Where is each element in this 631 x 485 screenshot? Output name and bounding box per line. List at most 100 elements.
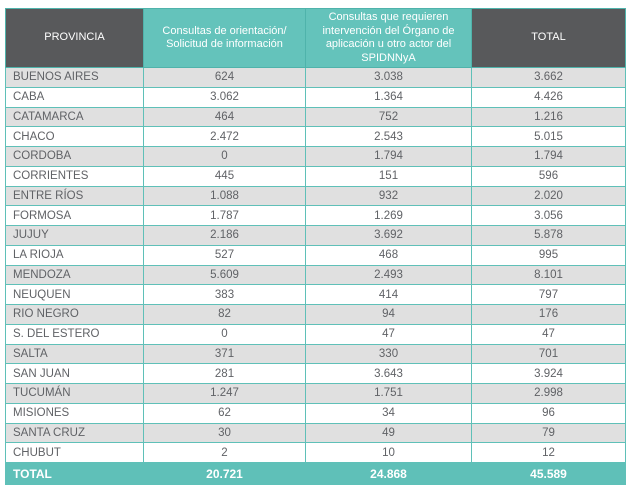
table-row: SANTA CRUZ 30 49 79 (5, 422, 626, 444)
table-body: BUENOS AIRES 624 3.038 3.662 CABA 3.062 1.364 4… (5, 67, 626, 463)
value-cell: 2.998 (471, 383, 626, 404)
table-row: CABA 3.062 1.364 4.426 (5, 86, 626, 108)
value-cell: 2.493 (305, 264, 472, 286)
province-cell: BUENOS AIRES (5, 67, 144, 88)
value-cell: 752 (305, 106, 472, 128)
table-row: SALTA 371 330 701 (5, 343, 626, 365)
value-cell: 1.216 (471, 106, 626, 128)
column-header-total: TOTAL (471, 8, 626, 68)
province-cell: CORRIENTES (5, 165, 144, 187)
value-cell: 2.186 (143, 225, 306, 246)
value-cell: 624 (143, 67, 306, 88)
value-cell: 176 (471, 304, 626, 325)
value-cell: 3.056 (471, 205, 626, 226)
value-cell: 3.038 (305, 67, 472, 88)
total-consultas-intervencion: 24.868 (305, 462, 472, 485)
value-cell: 47 (305, 323, 472, 345)
value-cell: 8.101 (471, 264, 626, 286)
value-cell: 10 (305, 442, 472, 463)
province-cell: JUJUY (5, 225, 144, 246)
province-cell: S. DEL ESTERO (5, 323, 144, 345)
provincia-consultas-table: PROVINCIA Consultas de orientación/ Soli… (5, 8, 626, 485)
table-row: JUJUY 2.186 3.692 5.878 (5, 225, 626, 246)
value-cell: 0 (143, 146, 306, 167)
value-cell: 1.787 (143, 205, 306, 226)
value-cell: 1.794 (305, 146, 472, 167)
header-row: PROVINCIA Consultas de orientación/ Soli… (5, 8, 626, 68)
value-cell: 1.794 (471, 146, 626, 167)
value-cell: 330 (305, 343, 472, 365)
value-cell: 1.751 (305, 383, 472, 404)
value-cell: 5.015 (471, 126, 626, 147)
table-row: CORDOBA 0 1.794 1.794 (5, 146, 626, 167)
value-cell: 371 (143, 343, 306, 365)
table-row: CHUBUT 2 10 12 (5, 442, 626, 463)
value-cell: 932 (305, 185, 472, 207)
value-cell: 4.426 (471, 86, 626, 108)
value-cell: 1.088 (143, 185, 306, 207)
value-cell: 49 (305, 422, 472, 444)
province-cell: ENTRE RÍOS (5, 185, 144, 207)
value-cell: 445 (143, 165, 306, 187)
value-cell: 1.269 (305, 205, 472, 226)
province-cell: LA RIOJA (5, 244, 144, 266)
table-row: TUCUMÁN 1.247 1.751 2.998 (5, 383, 626, 404)
value-cell: 1.364 (305, 86, 472, 108)
value-cell: 96 (471, 402, 626, 424)
province-cell: CATAMARCA (5, 106, 144, 128)
table-row: MISIONES 62 34 96 (5, 402, 626, 424)
province-cell: CABA (5, 86, 144, 108)
value-cell: 30 (143, 422, 306, 444)
table-row: RIO NEGRO 82 94 176 (5, 304, 626, 325)
table-row: FORMOSA 1.787 1.269 3.056 (5, 205, 626, 226)
province-cell: TUCUMÁN (5, 383, 144, 404)
value-cell: 3.662 (471, 67, 626, 88)
value-cell: 995 (471, 244, 626, 266)
table-row: NEUQUEN 383 414 797 (5, 284, 626, 305)
value-cell: 468 (305, 244, 472, 266)
value-cell: 62 (143, 402, 306, 424)
value-cell: 94 (305, 304, 472, 325)
value-cell: 12 (471, 442, 626, 463)
value-cell: 414 (305, 284, 472, 305)
total-general: 45.589 (471, 462, 626, 485)
value-cell: 5.878 (471, 225, 626, 246)
province-cell: SAN JUAN (5, 363, 144, 384)
value-cell: 47 (471, 323, 626, 345)
value-cell: 3.692 (305, 225, 472, 246)
province-cell: MENDOZA (5, 264, 144, 286)
province-cell: RIO NEGRO (5, 304, 144, 325)
table-row: S. DEL ESTERO 0 47 47 (5, 323, 626, 345)
column-header-provincia: PROVINCIA (5, 8, 144, 68)
table-row: LA RIOJA 527 468 995 (5, 244, 626, 266)
value-cell: 3.924 (471, 363, 626, 384)
province-cell: SALTA (5, 343, 144, 365)
value-cell: 2.020 (471, 185, 626, 207)
table-row: CATAMARCA 464 752 1.216 (5, 106, 626, 128)
column-header-consultas-orientacion: Consultas de orientación/ Solicitud de i… (143, 8, 306, 68)
value-cell: 1.247 (143, 383, 306, 404)
province-cell: CORDOBA (5, 146, 144, 167)
province-cell: FORMOSA (5, 205, 144, 226)
value-cell: 527 (143, 244, 306, 266)
table-row: CHACO 2.472 2.543 5.015 (5, 126, 626, 147)
value-cell: 701 (471, 343, 626, 365)
table-row: ENTRE RÍOS 1.088 932 2.020 (5, 185, 626, 207)
value-cell: 82 (143, 304, 306, 325)
value-cell: 2.543 (305, 126, 472, 147)
province-cell: CHACO (5, 126, 144, 147)
table-header: PROVINCIA Consultas de orientación/ Soli… (5, 8, 626, 68)
total-row: TOTAL 20.721 24.868 45.589 (5, 462, 626, 485)
table-row: SAN JUAN 281 3.643 3.924 (5, 363, 626, 384)
value-cell: 151 (305, 165, 472, 187)
value-cell: 797 (471, 284, 626, 305)
table-footer: TOTAL 20.721 24.868 45.589 (5, 462, 626, 485)
value-cell: 2.472 (143, 126, 306, 147)
value-cell: 0 (143, 323, 306, 345)
total-row-label: TOTAL (5, 462, 144, 485)
column-header-consultas-intervencion: Consultas que requieren intervención del… (305, 8, 472, 68)
province-cell: SANTA CRUZ (5, 422, 144, 444)
value-cell: 281 (143, 363, 306, 384)
table-row: BUENOS AIRES 624 3.038 3.662 (5, 67, 626, 88)
total-consultas-orientacion: 20.721 (143, 462, 306, 485)
